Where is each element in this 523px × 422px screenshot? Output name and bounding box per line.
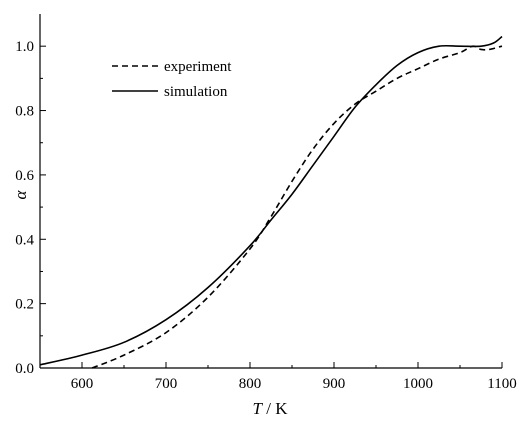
axes: 600 700 800 900 1000 1100 0.0 0.2 0.4 0.6 0.8 1.0 xyxy=(15,14,517,392)
x-tick-label: 800 xyxy=(239,376,262,392)
x-axis-title-var: T xyxy=(253,399,264,418)
y-tick-label: 0.6 xyxy=(15,168,34,184)
x-tick-label: 600 xyxy=(71,376,94,392)
x-axis-title-unit: / K xyxy=(262,399,288,418)
y-tick-label: 1.0 xyxy=(15,39,34,55)
y-tick-label: 0.4 xyxy=(15,232,34,248)
legend-label-simulation: simulation xyxy=(164,84,228,100)
series-line-simulation xyxy=(39,35,503,366)
series-layer xyxy=(39,35,503,369)
x-tick-label: 700 xyxy=(155,376,178,392)
x-tick-label: 1000 xyxy=(403,376,433,392)
legend-label-experiment: experiment xyxy=(164,59,232,75)
y-tick-label: 0.2 xyxy=(15,297,34,313)
y-tick-label: 0.0 xyxy=(15,361,34,377)
series-line-experiment xyxy=(91,45,503,369)
legend: experiment simulation xyxy=(112,59,232,100)
x-tick-label: 1100 xyxy=(487,376,516,392)
y-axis-title: α xyxy=(11,189,30,199)
y-tick-label: 0.8 xyxy=(15,104,34,120)
x-axis-title: T / K xyxy=(253,399,289,418)
x-tick-label: 900 xyxy=(323,376,346,392)
